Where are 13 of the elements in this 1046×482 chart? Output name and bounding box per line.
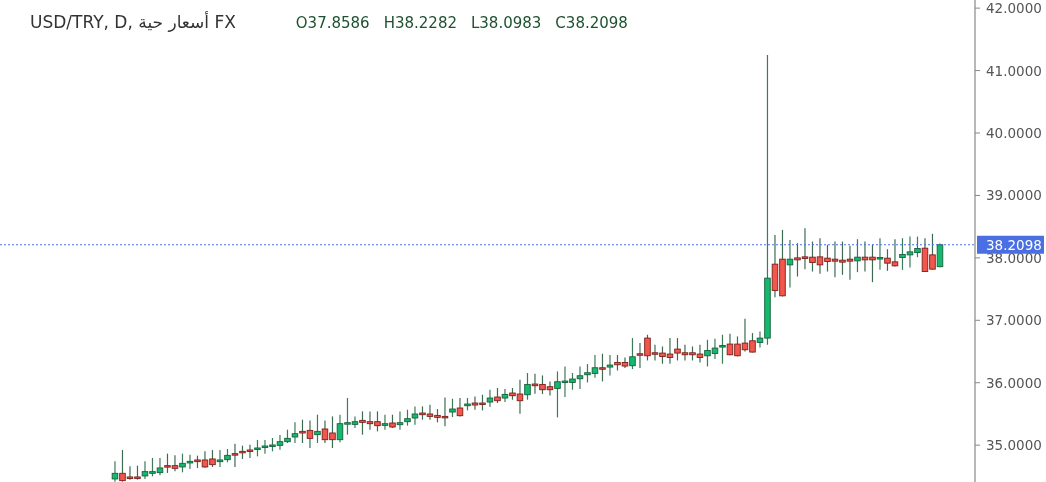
annotation: O37.8586 [295,14,370,32]
y-tick-label: 37.0000 [986,312,1042,329]
annotation: L38.0983 [470,14,542,32]
y-tick-label: 39.0000 [986,187,1042,204]
text: USD/TRY, D, أسعار حية FX [30,11,237,32]
y-tick-label: 36.0000 [986,374,1042,391]
y-tick-label: 41.0000 [986,62,1042,79]
y-tick-label: 35.0000 [986,437,1042,454]
annotation: H38.2282 [383,14,457,32]
y-tick-label: 40.0000 [986,124,1042,141]
annotation: C38.2098 [555,14,628,32]
y-tick-label: 42.0000 [986,0,1042,17]
ref-line: 38.2098 [0,235,1044,254]
